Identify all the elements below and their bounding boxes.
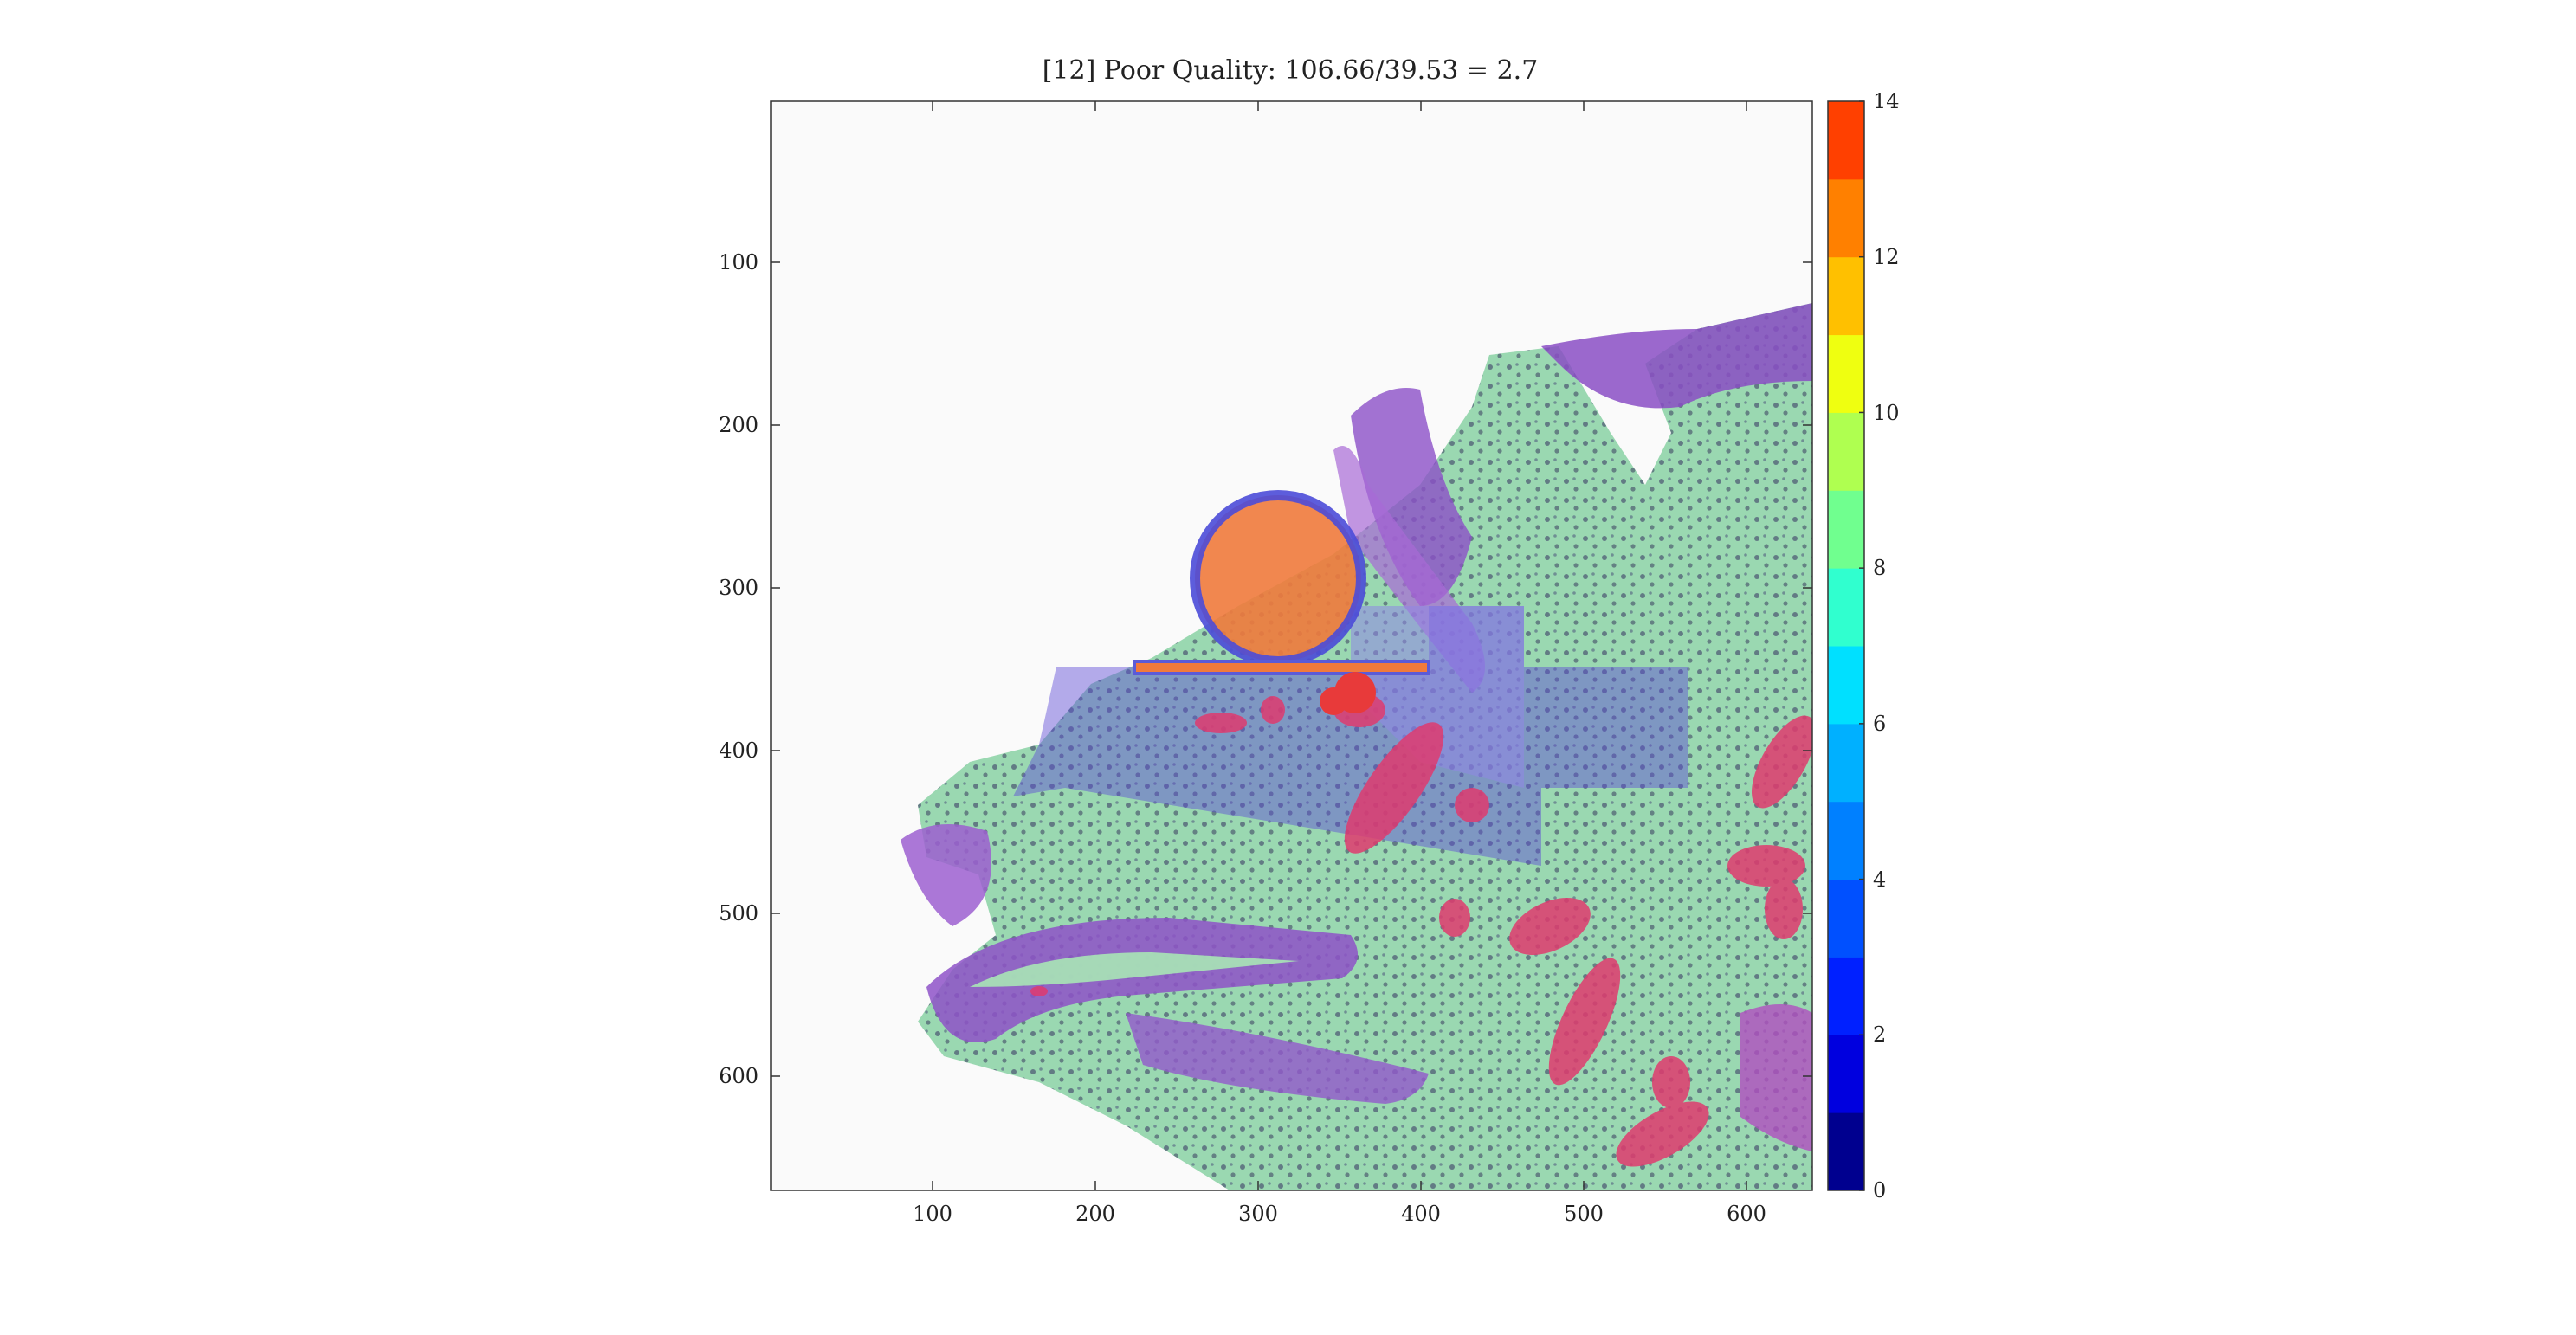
colorbar-swatch — [1828, 1112, 1864, 1191]
colorbar-tick-label: 6 — [1873, 712, 1886, 736]
histology-image — [771, 101, 1812, 1190]
colorbar-frame — [1827, 100, 1865, 1191]
orange-bar — [1134, 661, 1429, 674]
colorbar-swatch — [1828, 334, 1864, 413]
y-tick-label: 400 — [719, 738, 759, 763]
colorbar-swatch — [1828, 101, 1864, 180]
villus — [1351, 388, 1472, 606]
colorbar: 0 2 4 6 8 10 12 14 — [1827, 89, 1900, 1203]
colorbar-swatch — [1828, 801, 1864, 880]
colorbar-swatch — [1828, 490, 1864, 569]
crypts — [1030, 693, 1812, 1167]
axes-frame — [770, 100, 1813, 1191]
colorbar-swatch — [1828, 178, 1864, 258]
colorbar-swatch — [1828, 723, 1864, 803]
orange-circle — [1195, 495, 1361, 661]
y-axis: 100 200 300 400 500 600 — [719, 250, 1812, 1088]
overlay-blob — [1740, 1004, 1812, 1151]
colorbar-swatch — [1828, 412, 1864, 491]
colorbar-swatch — [1828, 957, 1864, 1035]
y-tick-label: 300 — [719, 576, 759, 600]
y-tick-label: 600 — [719, 1064, 759, 1088]
figure-title: [12] Poor Quality: 106.66/39.53 = 2.7 — [1042, 55, 1539, 86]
colorbar-tick-label: 8 — [1873, 556, 1886, 580]
villus — [1126, 1013, 1429, 1104]
x-tick-label: 300 — [1238, 1202, 1278, 1226]
colorbar-swatch — [1828, 256, 1864, 336]
x-tick-label: 200 — [1075, 1202, 1115, 1226]
y-tick-label: 200 — [719, 413, 759, 437]
colorbar-swatch — [1828, 646, 1864, 725]
colorbar-swatch — [1828, 879, 1864, 958]
x-tick-label: 400 — [1401, 1202, 1441, 1226]
villus — [1541, 303, 1812, 409]
colorbar-tick-label: 12 — [1873, 245, 1900, 269]
colorbar-tick-label: 14 — [1873, 89, 1900, 113]
colorbar-tick-label: 2 — [1873, 1022, 1886, 1047]
x-tick-label: 500 — [1564, 1202, 1604, 1226]
villus — [901, 824, 991, 926]
colorbar-swatch — [1828, 568, 1864, 647]
colorbar-swatch — [1828, 1035, 1864, 1113]
x-tick-label: 100 — [913, 1202, 952, 1226]
colorbar-tick-label: 10 — [1873, 401, 1900, 425]
colorbar-tick-label: 4 — [1873, 867, 1886, 892]
villus — [926, 918, 1358, 1042]
y-tick-label: 500 — [719, 901, 759, 925]
colorbar-tick-label: 0 — [1873, 1178, 1886, 1203]
x-axis: 100 200 300 400 500 600 — [913, 101, 1766, 1226]
x-tick-label: 600 — [1727, 1202, 1766, 1226]
y-tick-label: 100 — [719, 250, 759, 274]
